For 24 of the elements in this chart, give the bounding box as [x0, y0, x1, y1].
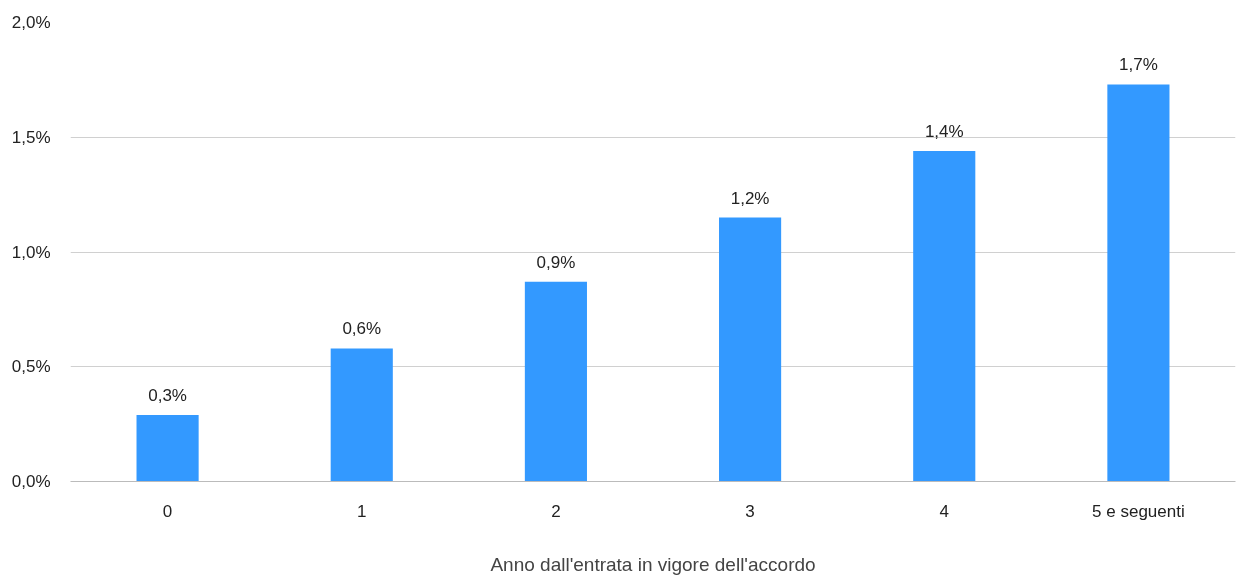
y-tick-label: 0,5% [11, 357, 51, 377]
y-tick-label: 1,5% [11, 127, 51, 147]
data-label: 0,9% [536, 252, 576, 272]
y-tick-label: 0,0% [11, 472, 51, 491]
bar [330, 348, 393, 482]
x-axis-title: Anno dall'entrata in vigore dell'accordo [490, 553, 816, 575]
x-tick-label: 1 [357, 501, 367, 521]
x-tick-label: 0 [162, 501, 173, 521]
bar [524, 281, 587, 482]
x-tick-label: 5 e seguenti [1092, 501, 1185, 521]
data-label: 1,2% [730, 188, 770, 208]
bar [1107, 84, 1170, 482]
bar [719, 217, 782, 482]
y-tick-label: 1,0% [11, 242, 51, 262]
bar [136, 414, 199, 482]
bar [913, 151, 976, 482]
data-label: 0,6% [342, 319, 382, 339]
data-label: 1,4% [924, 122, 964, 142]
data-label: 1,7% [1119, 55, 1158, 75]
x-tick-label: 4 [939, 501, 949, 521]
y-tick-label: 2,0% [11, 13, 51, 32]
x-tick-label: 3 [745, 501, 755, 521]
x-tick-label: 2 [551, 501, 561, 521]
data-label: 0,3% [148, 385, 187, 405]
